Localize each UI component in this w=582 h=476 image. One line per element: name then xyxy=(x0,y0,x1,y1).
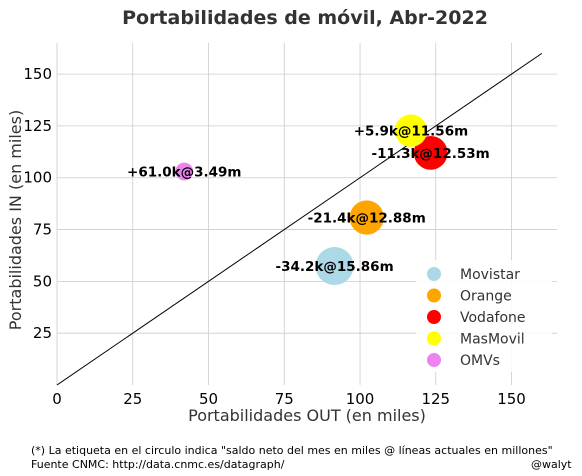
x-tick-label: 0 xyxy=(52,390,62,408)
reference-line xyxy=(56,52,543,386)
legend-label-movistar: Movistar xyxy=(460,267,520,283)
x-tick-label: 150 xyxy=(497,390,526,408)
point-vodafone xyxy=(413,135,448,170)
x-tick-label: 50 xyxy=(199,390,218,408)
legend-label-orange: Orange xyxy=(460,289,512,305)
legend: Movistar Orange Vodafone MasMovil OMVs xyxy=(416,260,552,372)
point-label-movistar: -34.2k@15.86m xyxy=(275,259,393,275)
y-axis-label: Portabilidades IN (en miles) xyxy=(6,110,25,330)
point-masmovil xyxy=(394,114,428,147)
legend-marker-orange xyxy=(427,288,441,303)
y-tick-label: 25 xyxy=(33,324,52,342)
point-movistar xyxy=(315,247,354,286)
footer-credit: @walyt xyxy=(531,458,572,471)
x-axis-label: Portabilidades OUT (en miles) xyxy=(188,406,426,425)
x-axis-ticks: 0 25 50 75 100 125 150 xyxy=(52,390,526,408)
point-labels: -34.2k@15.86m -21.4k@12.88m -11.3k@12.53m +… xyxy=(127,124,490,275)
point-label-omvs: +61.0k@3.49m xyxy=(127,165,241,181)
y-tick-label: 75 xyxy=(33,221,52,239)
x-tick-label: 125 xyxy=(421,390,450,408)
legend-marker-movistar xyxy=(427,267,441,281)
footer-source: Fuente CNMC: http://data.cnmc.es/datagra… xyxy=(31,458,285,471)
point-label-masmovil: +5.9k@11.56m xyxy=(354,124,468,140)
legend-marker-vodafone xyxy=(427,310,441,324)
legend-label-masmovil: MasMovil xyxy=(460,332,525,348)
x-tick-label: 75 xyxy=(275,390,294,408)
y-tick-label: 100 xyxy=(23,169,52,187)
legend-marker-masmovil xyxy=(427,331,441,346)
chart-title: Portabilidades de móvil, Abr-2022 xyxy=(122,7,488,29)
point-label-vodafone: -11.3k@12.53m xyxy=(372,146,490,162)
data-points xyxy=(175,114,448,286)
y-tick-label: 50 xyxy=(33,272,52,290)
legend-label-vodafone: Vodafone xyxy=(460,310,526,326)
point-label-orange: -21.4k@12.88m xyxy=(308,211,426,227)
footer-note: (*) La etiqueta en el circulo indica "sa… xyxy=(31,444,553,457)
point-orange xyxy=(349,200,384,235)
x-tick-label: 100 xyxy=(346,390,375,408)
reference-diagonal xyxy=(56,52,543,386)
y-axis-ticks: 25 50 75 100 125 150 xyxy=(23,65,52,342)
y-tick-label: 125 xyxy=(23,117,52,135)
y-tick-label: 150 xyxy=(23,65,52,83)
legend-marker-omvs xyxy=(427,353,441,367)
point-omvs xyxy=(175,162,194,181)
x-tick-label: 25 xyxy=(123,390,142,408)
legend-label-omvs: OMVs xyxy=(460,353,500,369)
